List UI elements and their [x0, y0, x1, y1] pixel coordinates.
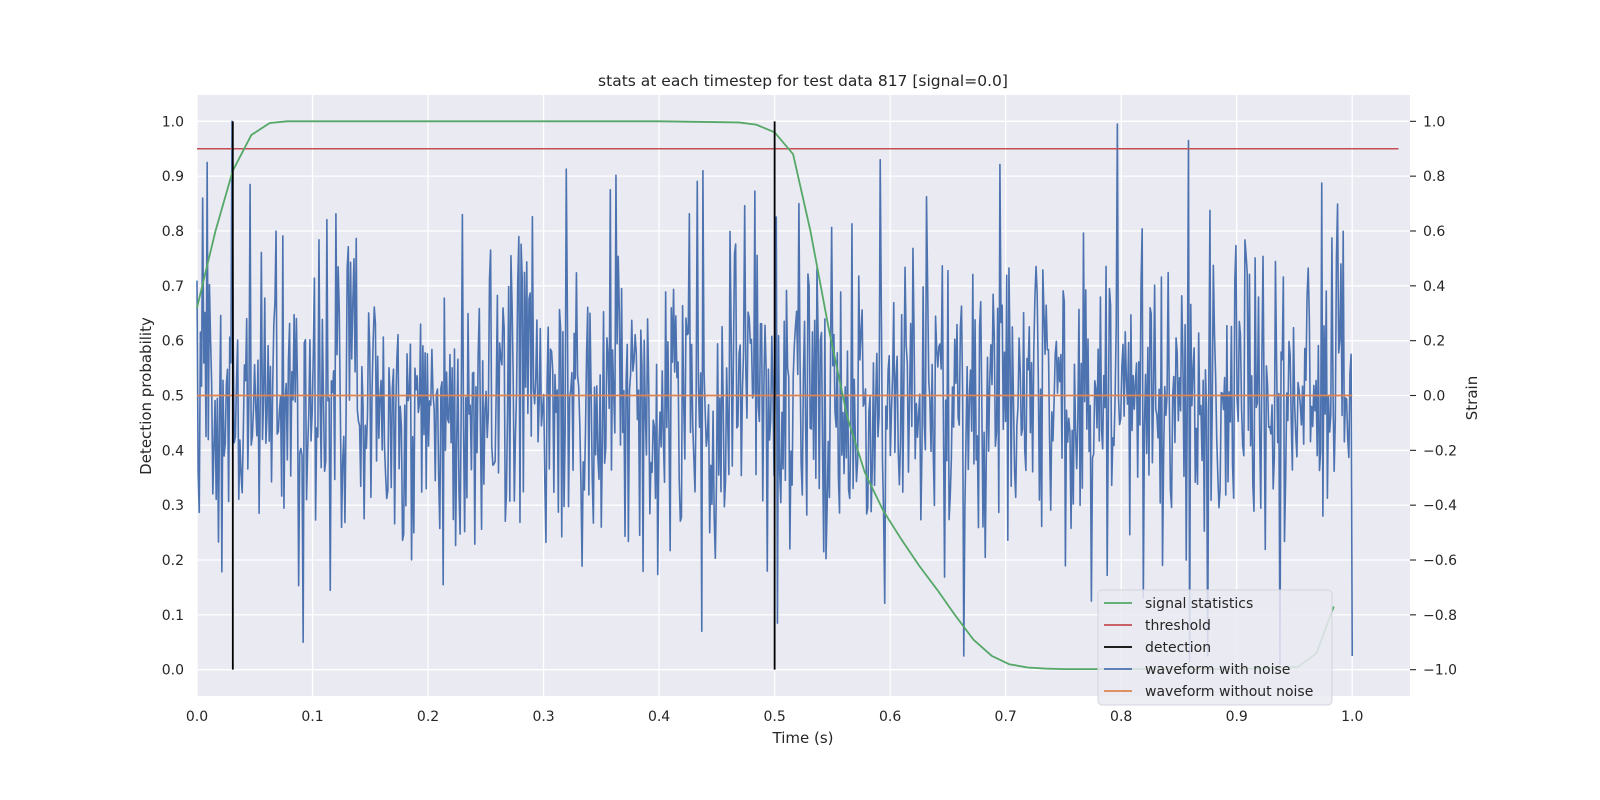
- legend-label: waveform without noise: [1145, 684, 1313, 700]
- x-tick-label: 0.6: [879, 709, 901, 725]
- y-left-tick-label: 0.2: [162, 553, 184, 569]
- y-right-tick-label: −1.0: [1423, 663, 1457, 679]
- y-right-tick-label: −0.8: [1423, 608, 1457, 624]
- y-right-tick-label: −0.2: [1423, 443, 1457, 459]
- legend: signal statistics threshold detection wavef…: [1097, 589, 1333, 706]
- series-layer: [196, 120, 1399, 671]
- x-tick-label: 0.3: [532, 709, 554, 725]
- legend-box: [1097, 589, 1333, 706]
- x-tick-label: 0.7: [995, 709, 1017, 725]
- legend-label: signal statistics: [1145, 596, 1253, 612]
- y-right-tick-label: 0.4: [1423, 279, 1445, 295]
- y-right-tick-label: −0.6: [1423, 553, 1457, 569]
- y-left-tick-label: 0.0: [162, 663, 184, 679]
- y-left-tick-label: 0.1: [162, 608, 184, 624]
- legend-label: waveform with noise: [1145, 662, 1290, 678]
- series-line-signal-statistics: [196, 120, 1335, 671]
- y-left-tick-label: 0.4: [162, 443, 184, 459]
- x-axis-label: Time (s): [772, 729, 834, 747]
- y-right-tick-label: 0.6: [1423, 224, 1445, 240]
- y-axis-label-right: Strain: [1463, 376, 1481, 420]
- x-tick-label: 0.5: [763, 709, 785, 725]
- y-left-tick-label: 1.0: [162, 114, 184, 130]
- axes: 0.0 0.1 0.2 0.3 0.4 0.5 0.6 0.7 0.8 0.9 1.0 0.0 0.1 0…: [162, 114, 1457, 725]
- x-tick-label: 0.0: [186, 709, 208, 725]
- y-left-tick-label: 0.8: [162, 224, 184, 240]
- chart-title: stats at each timestep for test data 817…: [598, 72, 1008, 90]
- x-tick-label: 0.1: [301, 709, 323, 725]
- y-right-tick-label: −0.4: [1423, 498, 1457, 514]
- x-tick-label: 0.8: [1110, 709, 1132, 725]
- x-tick-label: 0.9: [1226, 709, 1248, 725]
- y-right-tick-label: 0.0: [1423, 389, 1445, 405]
- legend-label: detection: [1145, 640, 1211, 656]
- y-left-tick-label: 0.5: [162, 389, 184, 405]
- x-tick-label: 1.0: [1341, 709, 1363, 725]
- y-left-tick-label: 0.6: [162, 334, 184, 350]
- y-axis-label-left: Detection probability: [137, 317, 155, 475]
- legend-label: threshold: [1145, 618, 1211, 634]
- x-tick-label: 0.4: [648, 709, 670, 725]
- y-right-tick-label: 0.2: [1423, 334, 1445, 350]
- y-right-tick-label: 0.8: [1423, 169, 1445, 185]
- y-right-tick-label: 1.0: [1423, 114, 1445, 130]
- y-left-tick-label: 0.9: [162, 169, 184, 185]
- y-left-tick-label: 0.7: [162, 279, 184, 295]
- x-tick-label: 0.2: [417, 709, 439, 725]
- y-left-tick-label: 0.3: [162, 498, 184, 514]
